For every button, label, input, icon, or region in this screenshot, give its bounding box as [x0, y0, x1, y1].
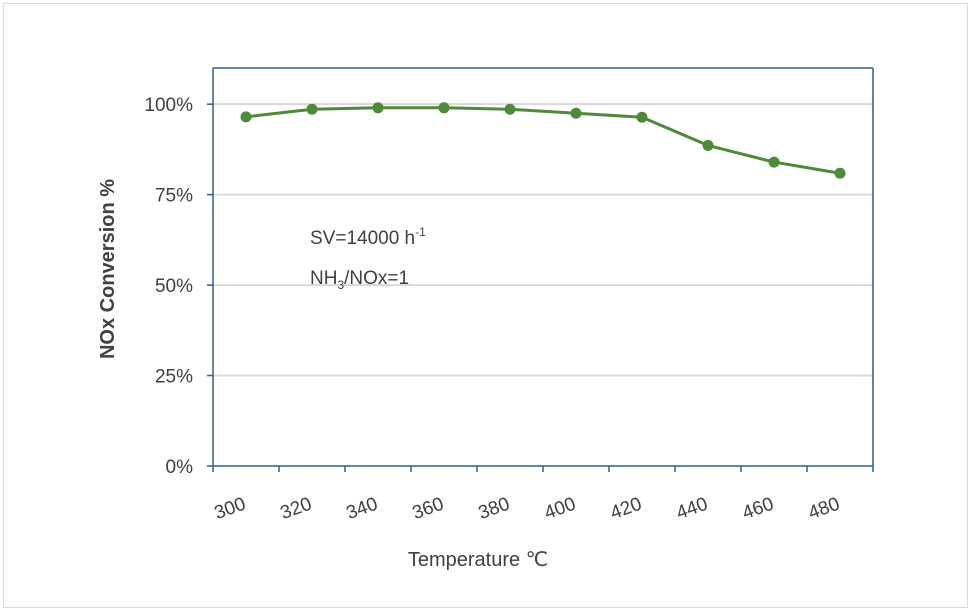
series-line	[245, 106, 841, 175]
data-point	[702, 139, 714, 151]
x-tick-label: 360	[410, 494, 447, 525]
data-point	[636, 111, 648, 123]
x-tick-label: 340	[344, 494, 381, 525]
axes	[207, 67, 874, 472]
annotation-subscript-3: 3	[337, 278, 344, 292]
annotation-nh-text: NH	[310, 268, 337, 289]
x-tick-label: 480	[806, 494, 843, 525]
annotation-nh3-ratio: NH3/NOx=1	[310, 268, 409, 292]
data-point	[372, 102, 384, 114]
x-tick-label: 320	[278, 494, 315, 525]
y-tick-label: 75%	[155, 186, 193, 207]
x-tick-labels: 300 320 340 360 380 400 420 440 460 480	[212, 494, 843, 525]
x-tick-label: 400	[542, 494, 579, 525]
data-point	[834, 167, 846, 179]
nox-conversion-chart: 0% 25% 50% 75% 100% 300 320 340 360 380 400 420 440…	[97, 67, 874, 571]
x-tick-label: 300	[212, 494, 249, 525]
annotation-ratio-text: /NOx=1	[344, 268, 409, 289]
y-axis-label: NOx Conversion %	[97, 179, 119, 359]
y-tick-labels: 0% 25% 50% 75% 100%	[144, 95, 193, 478]
data-point	[306, 103, 318, 115]
data-point	[438, 102, 450, 114]
annotation-sv-text: SV=14000 h	[310, 228, 415, 249]
data-point	[240, 111, 252, 123]
annotation-sv-superscript: -1	[415, 225, 426, 239]
y-tick-label: 25%	[155, 367, 193, 388]
data-point	[504, 103, 516, 115]
data-point	[768, 156, 780, 168]
annotation-space-velocity: SV=14000 h-1	[310, 225, 426, 249]
x-tick-label: 460	[740, 494, 777, 525]
x-tick-label: 420	[608, 494, 645, 525]
chart-frame: 0% 25% 50% 75% 100% 300 320 340 360 380 400 420 440…	[3, 3, 968, 608]
x-tick-label: 440	[674, 494, 711, 525]
y-tick-label: 100%	[144, 95, 193, 116]
y-tick-label: 0%	[166, 457, 194, 478]
x-tick-label: 380	[476, 494, 513, 525]
x-axis-label: Temperature ℃	[408, 549, 548, 571]
data-point	[570, 107, 582, 119]
series-group	[240, 102, 846, 179]
y-tick-label: 50%	[155, 276, 193, 297]
gridlines	[213, 103, 873, 377]
